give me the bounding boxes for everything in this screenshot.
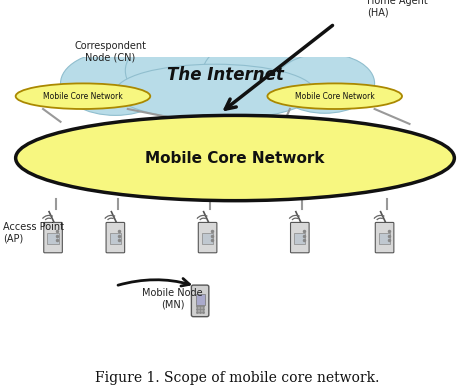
Ellipse shape [275,54,374,113]
Text: The Internet: The Internet [166,66,283,84]
FancyBboxPatch shape [375,223,394,253]
Text: Access Point
(AP): Access Point (AP) [3,222,64,244]
Ellipse shape [202,39,317,107]
Ellipse shape [61,51,170,116]
Text: Home Agent
(HA): Home Agent (HA) [367,0,428,18]
Bar [47,233,59,244]
Ellipse shape [267,83,402,109]
FancyBboxPatch shape [191,285,209,317]
Ellipse shape [125,34,245,107]
Bar [97,7,124,24]
Bar [202,233,213,244]
FancyBboxPatch shape [198,223,217,253]
Bar [196,294,205,305]
Ellipse shape [16,116,455,201]
Bar [331,22,348,27]
Bar [294,233,305,244]
Ellipse shape [16,83,150,109]
Ellipse shape [115,64,315,120]
FancyBboxPatch shape [44,223,63,253]
Bar [110,233,121,244]
Text: Correspondent
Node (CN): Correspondent Node (CN) [74,41,146,62]
Text: Mobile Core Network: Mobile Core Network [295,92,374,101]
Text: Mobile Core Network: Mobile Core Network [43,92,123,101]
FancyBboxPatch shape [106,223,125,253]
Bar [331,15,348,21]
Bar [331,9,348,14]
Text: Mobile Core Network: Mobile Core Network [145,151,325,166]
FancyBboxPatch shape [291,223,309,253]
Bar [379,233,390,244]
Text: Mobile Node
(MN): Mobile Node (MN) [142,288,203,310]
Text: Figure 1. Scope of mobile core network.: Figure 1. Scope of mobile core network. [95,371,379,385]
Bar [99,9,122,23]
